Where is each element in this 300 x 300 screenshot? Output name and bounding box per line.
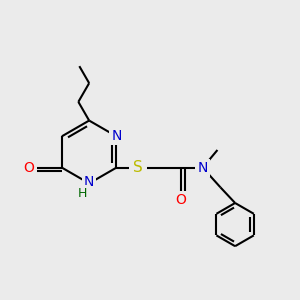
Text: N: N — [111, 129, 122, 143]
Text: O: O — [176, 193, 187, 207]
Text: S: S — [133, 160, 143, 175]
Text: H: H — [78, 187, 87, 200]
Text: N: N — [84, 176, 94, 189]
Text: O: O — [23, 161, 34, 175]
Text: N: N — [197, 161, 208, 175]
